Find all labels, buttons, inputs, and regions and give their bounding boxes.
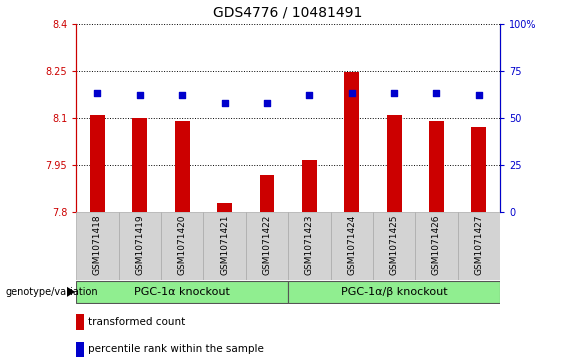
Text: GSM1071419: GSM1071419 — [136, 215, 144, 275]
Bar — [288, 212, 331, 280]
Text: transformed count: transformed count — [88, 317, 185, 327]
Point — [347, 90, 356, 96]
Bar — [175, 121, 190, 212]
Bar — [76, 342, 84, 357]
Bar — [344, 72, 359, 212]
Text: GSM1071418: GSM1071418 — [93, 215, 102, 275]
Bar — [386, 115, 402, 212]
Bar — [203, 212, 246, 280]
Bar — [415, 212, 458, 280]
Title: GDS4776 / 10481491: GDS4776 / 10481491 — [214, 6, 363, 20]
Bar — [132, 118, 147, 212]
Point — [305, 93, 314, 98]
Text: GSM1071424: GSM1071424 — [347, 215, 356, 275]
Bar — [246, 212, 288, 280]
Bar — [161, 212, 203, 280]
Point — [177, 93, 186, 98]
Bar — [458, 212, 500, 280]
Bar — [373, 212, 415, 280]
Text: GSM1071420: GSM1071420 — [178, 215, 186, 275]
Text: GSM1071427: GSM1071427 — [475, 215, 483, 275]
Bar — [76, 314, 84, 330]
Text: GSM1071426: GSM1071426 — [432, 215, 441, 275]
Bar — [90, 115, 105, 212]
Bar — [331, 212, 373, 280]
Bar — [119, 212, 161, 280]
Bar — [288, 281, 500, 303]
Bar — [471, 127, 486, 212]
Text: percentile rank within the sample: percentile rank within the sample — [88, 344, 264, 354]
Point — [389, 90, 398, 96]
Bar — [302, 160, 317, 212]
Bar — [259, 175, 275, 212]
Point — [262, 100, 271, 106]
Point — [432, 90, 441, 96]
Bar — [76, 212, 119, 280]
Text: genotype/variation: genotype/variation — [6, 287, 98, 297]
Text: GSM1071422: GSM1071422 — [263, 215, 271, 275]
Point — [93, 90, 102, 96]
Bar — [217, 203, 232, 212]
Text: PGC-1α/β knockout: PGC-1α/β knockout — [341, 287, 447, 297]
Point — [136, 93, 145, 98]
Bar — [76, 281, 288, 303]
Text: GSM1071423: GSM1071423 — [305, 215, 314, 275]
Point — [220, 100, 229, 106]
Point — [474, 93, 483, 98]
Text: GSM1071421: GSM1071421 — [220, 215, 229, 275]
Bar — [429, 121, 444, 212]
Polygon shape — [67, 287, 75, 297]
Text: GSM1071425: GSM1071425 — [390, 215, 398, 275]
Text: PGC-1α knockout: PGC-1α knockout — [134, 287, 230, 297]
